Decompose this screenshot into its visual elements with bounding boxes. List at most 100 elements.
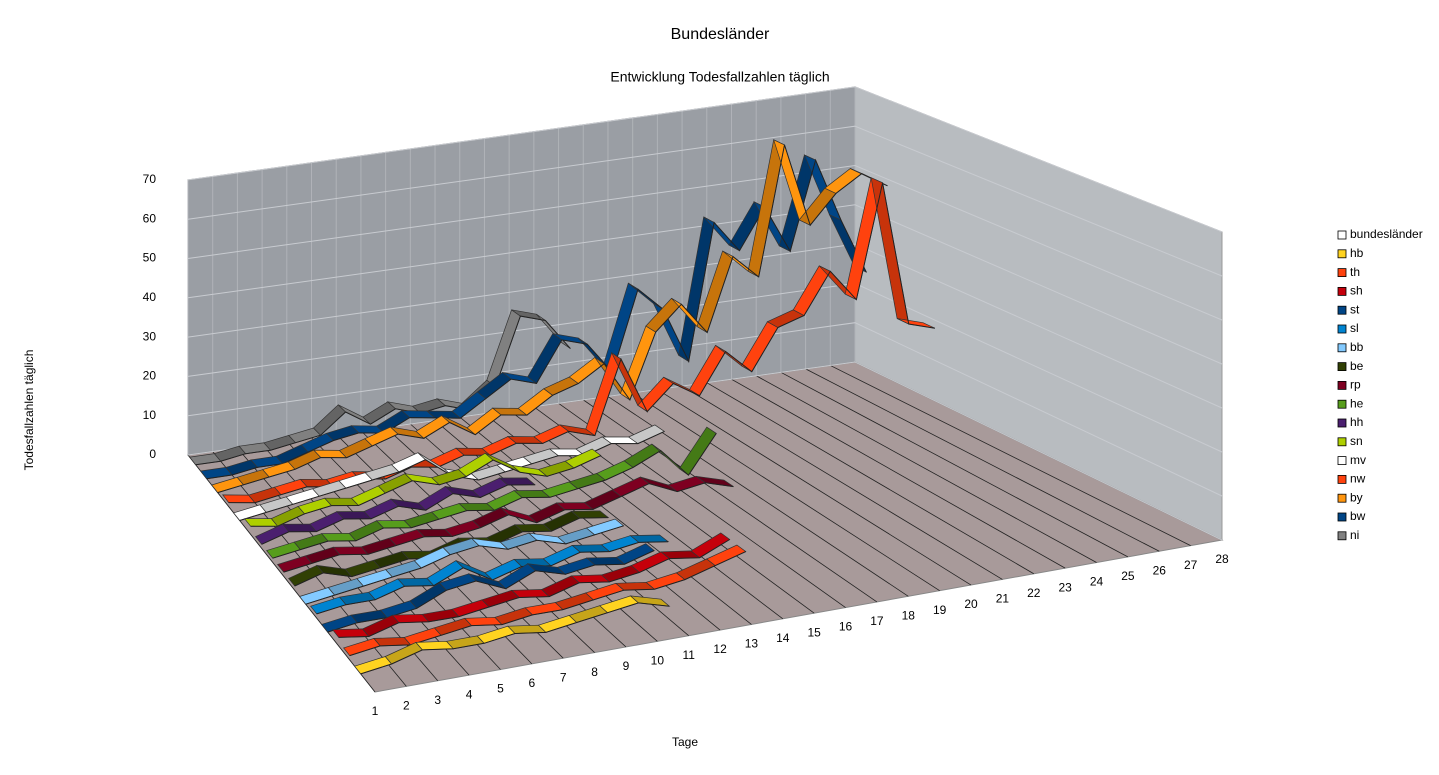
legend-label: ni (1350, 528, 1359, 542)
x-tick-label: 19 (933, 603, 947, 617)
x-tick-label: 21 (996, 592, 1010, 606)
x-tick-label: 2 (403, 699, 410, 713)
legend-label: sn (1350, 434, 1363, 448)
floor-grid (681, 385, 1003, 580)
legend-swatch (1337, 343, 1347, 353)
x-tick-label: 5 (497, 682, 504, 696)
floor-grid (508, 409, 784, 620)
x-tick-label: 14 (776, 631, 790, 645)
legend-label: rp (1350, 378, 1361, 392)
y-axis-label: Todesfallzahlen täglich (22, 350, 36, 471)
floor-grid (731, 378, 1066, 569)
legend-swatch (1337, 380, 1347, 390)
legend-swatch (1337, 399, 1347, 409)
legend-label: be (1350, 359, 1364, 373)
series-line (283, 482, 734, 573)
x-tick-label: 4 (466, 687, 473, 701)
legend-label: sh (1350, 284, 1363, 298)
legend-label: hb (1350, 246, 1364, 260)
series-line (327, 550, 655, 633)
legend-swatch (1337, 512, 1347, 522)
legend-label: mv (1350, 453, 1366, 467)
grid-line (187, 322, 1223, 497)
legend-swatch (1337, 324, 1347, 334)
series-line (195, 315, 571, 466)
legend-label: sl (1350, 321, 1359, 335)
y-tick-label: 10 (143, 408, 157, 422)
chart-title: Bundesländer (671, 26, 770, 43)
x-tick-label: 23 (1058, 580, 1072, 594)
floor-grid (805, 368, 1160, 552)
x-tick-label: 17 (870, 614, 884, 628)
floor-grid (583, 399, 878, 603)
y-tick-label: 20 (143, 369, 157, 383)
floor-grid (187, 454, 376, 693)
x-tick-label: 3 (434, 693, 441, 707)
legend-label: bb (1350, 340, 1364, 354)
x-tick-label: 15 (808, 625, 822, 639)
floor-grid (780, 371, 1129, 558)
legend-swatch (1337, 531, 1347, 541)
series-line (360, 602, 670, 675)
floor-grid (755, 375, 1097, 563)
legend-swatch (1337, 456, 1347, 466)
grid-line (187, 204, 1223, 365)
series-line (261, 484, 536, 545)
series-line (217, 144, 888, 494)
x-tick-label: 26 (1153, 563, 1167, 577)
x-axis-label: Tage (672, 735, 698, 749)
y-tick-label: 50 (143, 251, 157, 265)
x-tick-label: 18 (902, 608, 916, 622)
x-tick-label: 22 (1027, 586, 1041, 600)
grid-line (187, 125, 1223, 277)
legend-swatch (1337, 305, 1347, 315)
legend-label: he (1350, 396, 1364, 410)
x-tick-label: 28 (1215, 552, 1229, 566)
legend-swatch (1337, 249, 1347, 259)
legend-swatch (1337, 268, 1347, 278)
legend-label: hh (1350, 415, 1363, 429)
x-tick-label: 27 (1184, 558, 1198, 572)
series-line (250, 455, 602, 527)
x-tick-label: 13 (745, 637, 759, 651)
series-line (272, 433, 717, 559)
legend-label: bundesländer (1350, 227, 1423, 241)
x-tick-label: 6 (529, 676, 536, 690)
series-line (338, 539, 730, 638)
x-tick-label: 11 (682, 648, 695, 662)
legend-label: th (1350, 265, 1360, 279)
grid-line (187, 86, 1223, 233)
y-tick-label: 40 (143, 290, 157, 304)
x-tick-label: 8 (591, 665, 598, 679)
legend-label: nw (1350, 472, 1366, 486)
floor-grid (632, 392, 940, 592)
legend-label: st (1350, 302, 1360, 316)
legend-swatch (1337, 230, 1347, 240)
legend-swatch (1337, 286, 1347, 296)
floor-grid (459, 416, 721, 631)
floor-grid (484, 413, 752, 625)
floor-grid (533, 406, 815, 614)
x-tick-label: 10 (651, 654, 665, 668)
legend-swatch (1337, 418, 1347, 428)
y-tick-label: 30 (143, 329, 157, 343)
legend-swatch (1337, 474, 1347, 484)
floor-grid (657, 389, 972, 586)
legend-swatch (1337, 493, 1347, 503)
legend-swatch (1337, 362, 1347, 372)
series-line (206, 158, 867, 480)
grid-line (187, 164, 1223, 321)
x-tick-label: 25 (1121, 569, 1135, 583)
x-tick-label: 1 (372, 704, 379, 718)
series-line (305, 525, 624, 605)
legend-label: by (1350, 490, 1363, 504)
x-tick-label: 24 (1090, 575, 1104, 589)
x-tick-label: 12 (713, 642, 727, 656)
grid-line (187, 361, 1223, 541)
y-tick-label: 0 (149, 447, 156, 461)
grid-line (187, 243, 1223, 409)
floor-grid (830, 365, 1191, 546)
y-tick-label: 60 (143, 211, 157, 225)
legend-swatch (1337, 437, 1347, 447)
